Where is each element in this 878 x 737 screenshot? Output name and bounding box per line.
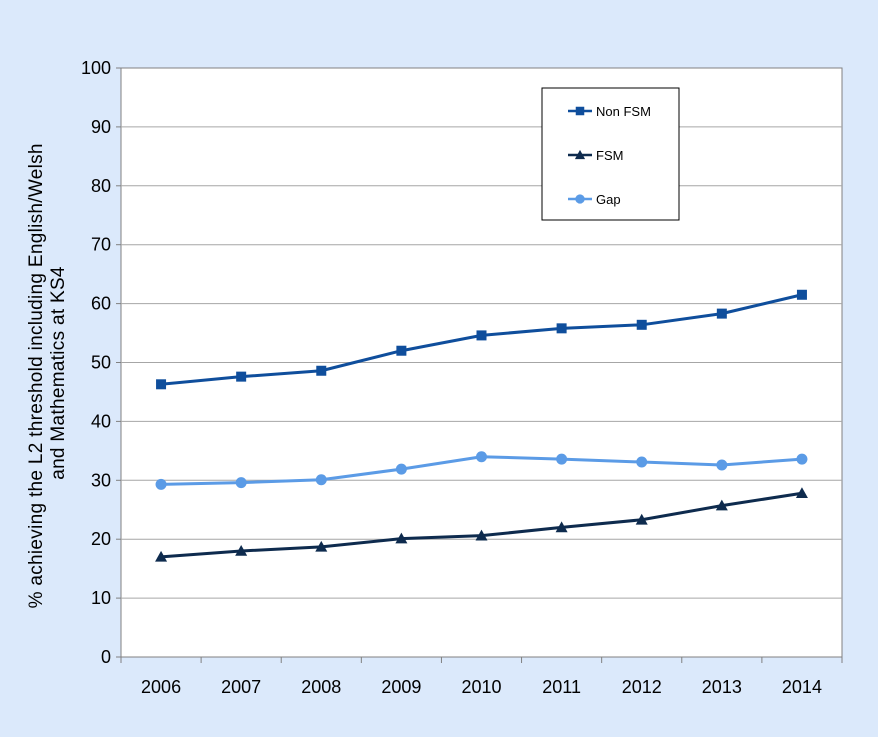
y-axis-label-line-1: % achieving the L2 threshold including E… [26,143,47,608]
data-point [475,529,488,541]
legend-item: Gap [568,192,621,207]
y-tick-label: 0 [101,647,111,667]
data-point [395,463,407,475]
axes [116,67,843,663]
legend-label: Non FSM [596,104,651,119]
x-tick-label: 2011 [542,677,581,697]
y-tick-label: 100 [81,58,111,78]
y-tick-label: 50 [91,353,111,373]
legend-swatch-marker [574,149,586,160]
series-gap [155,451,808,490]
x-tick-label: 2012 [622,677,662,697]
x-tick-label: 2014 [782,677,822,697]
data-point [636,319,647,330]
data-point [716,308,727,319]
data-point [396,345,407,356]
x-tick-label: 2010 [461,677,501,697]
data-point [316,365,327,376]
data-point [715,499,728,511]
data-point [156,379,167,390]
data-point [476,451,487,463]
data-point [556,453,568,465]
series-non-fsm [156,289,807,390]
data-point [796,453,808,465]
legend-label: Gap [596,192,621,207]
x-tick-label: 2009 [381,677,421,697]
x-tick-label: 2008 [301,677,341,697]
legend-item: FSM [568,148,623,163]
y-tick-label: 70 [91,235,111,255]
data-point [636,456,648,468]
data-point [315,474,327,486]
data-point [235,477,247,489]
data-point [235,544,248,556]
data-point [555,521,568,533]
gridlines [121,126,842,599]
tick-labels: 0 10 20 30 40 50 60 70 80 90 100 2006 2007 2008 2009 20… [81,58,822,697]
legend-box [541,87,680,221]
data-point [476,330,487,341]
y-tick-label: 10 [91,588,111,608]
legend-item: Non FSM [568,104,651,119]
x-tick-label: 2013 [702,677,742,697]
data-point [315,540,328,552]
y-tick-label: 20 [91,529,111,549]
series-fsm [155,487,808,562]
legend-label: FSM [596,148,623,163]
x-tick-label: 2006 [141,677,181,697]
y-axis-label-line-2: and Mathematics at KS4 [48,266,69,480]
data-point [155,478,167,490]
y-tick-label: 40 [91,411,111,431]
data-point [635,513,648,525]
legend-swatch-marker [575,194,585,204]
data-point [395,532,408,544]
y-tick-label: 30 [91,470,111,490]
data-point [795,487,808,499]
y-tick-label: 60 [91,294,111,314]
series [155,289,808,562]
legend-swatch-marker [575,106,585,116]
y-tick-label: 80 [91,176,111,196]
data-point [556,323,567,334]
y-tick-label: 90 [91,117,111,137]
data-point [796,289,807,300]
legend: Non FSM FSM Gap [541,87,680,221]
x-tick-label: 2007 [221,677,261,697]
data-point [155,550,168,562]
data-point [236,371,247,382]
data-point [716,459,728,471]
y-axis-label: % achieving the L2 threshold including E… [26,138,69,609]
